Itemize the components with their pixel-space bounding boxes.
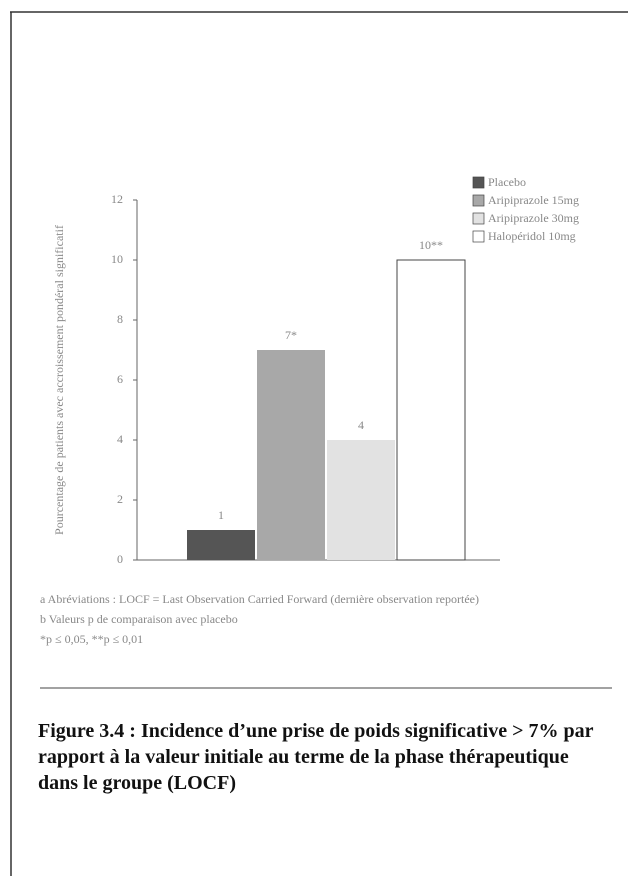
y-tick-label: 8 bbox=[117, 312, 123, 326]
y-tick-label: 12 bbox=[111, 192, 123, 206]
footnote: *p ≤ 0,05, **p ≤ 0,01 bbox=[40, 632, 143, 646]
legend-label: Aripiprazole 15mg bbox=[488, 193, 579, 207]
legend-label: Halopéridol 10mg bbox=[488, 229, 576, 243]
value-label: 4 bbox=[358, 418, 364, 432]
legend-label: Placebo bbox=[488, 175, 526, 189]
y-axis-label: Pourcentage de patients avec accroisseme… bbox=[52, 225, 66, 535]
y-tick-label: 4 bbox=[117, 432, 123, 446]
value-label: 7* bbox=[285, 328, 297, 342]
footnote: b Valeurs p de comparaison avec placebo bbox=[40, 612, 238, 626]
y-tick-label: 6 bbox=[117, 372, 123, 386]
legend-swatch bbox=[472, 212, 485, 225]
legend-swatch bbox=[472, 176, 485, 189]
caption: Figure 3.4 : Incidence d’une prise de po… bbox=[38, 720, 594, 794]
value-label: 1 bbox=[218, 508, 224, 522]
legend-swatch bbox=[472, 230, 485, 243]
y-tick-label: 2 bbox=[117, 492, 123, 506]
bar bbox=[257, 350, 325, 560]
bar bbox=[396, 259, 466, 561]
y-tick-label: 0 bbox=[117, 552, 123, 566]
footnote: a Abréviations : LOCF = Last Observation… bbox=[40, 592, 479, 606]
legend-swatch bbox=[472, 194, 485, 207]
value-label: 10** bbox=[419, 238, 443, 252]
legend-label: Aripiprazole 30mg bbox=[488, 211, 579, 225]
bar bbox=[327, 440, 395, 560]
y-tick-label: 10 bbox=[111, 252, 123, 266]
bar bbox=[187, 530, 255, 560]
